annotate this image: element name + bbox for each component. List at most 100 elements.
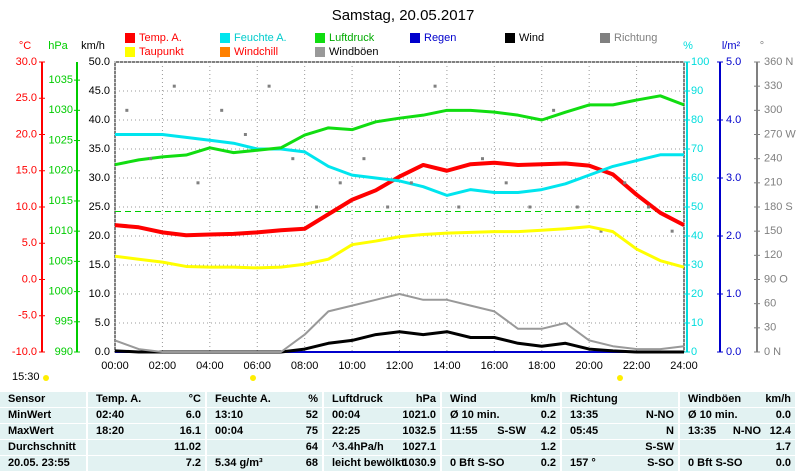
cell-text: 02:40 [96, 409, 125, 421]
series-line [114, 293, 685, 353]
x-tick-label: 06:00 [243, 360, 271, 372]
cell-text: 16.1 [179, 425, 201, 437]
cell-text: 11:55 [450, 425, 478, 437]
cell-text: S-SW [645, 441, 674, 453]
y-tick-label: 20.0 [89, 230, 110, 242]
y-tick-label: 0.0 [95, 346, 110, 358]
cell-text: 11.02 [174, 441, 201, 453]
y-tick-label: 80 [691, 114, 703, 126]
direction-dot [528, 205, 532, 209]
y-tick-label: 10.0 [89, 288, 110, 300]
table-cell [88, 408, 205, 423]
x-tick-label: 10:00 [338, 360, 366, 372]
y-tick-label: 35.0 [89, 143, 110, 155]
y-tick-label: 240 [764, 153, 782, 165]
cell-text: Temp. A. [96, 393, 142, 405]
table-cell [324, 392, 440, 407]
legend-swatch [125, 33, 135, 43]
y-tick-label: 25.0 [16, 92, 37, 104]
y-tick-label: 90 O [764, 273, 788, 285]
y-tick-label: 1015 [49, 195, 73, 207]
y-tick-label: 25.0 [89, 201, 110, 213]
x-tick-label: 20:00 [575, 360, 603, 372]
direction-dot [433, 84, 437, 88]
legend-label: Windböen [329, 46, 379, 58]
y-tick-label: 1020 [49, 165, 73, 177]
cell-text: 00:04 [215, 425, 244, 437]
y-tick-label: 60 [764, 298, 776, 310]
cell-text: N-NO [645, 409, 674, 421]
y-tick-label: 0 [691, 346, 697, 358]
table-cell [442, 408, 560, 423]
legend-swatch [220, 47, 230, 57]
table-cell [0, 440, 86, 455]
table-cell [442, 392, 560, 407]
legend-label: Luftdruck [329, 32, 375, 44]
axis-label: ° [760, 40, 764, 52]
table-cell [562, 440, 678, 455]
y-tick-label: 300 [764, 104, 782, 116]
cell-text: 75 [305, 425, 318, 437]
cell-text: 18:20 [96, 425, 125, 437]
y-tick-label: -10.0 [12, 346, 37, 358]
y-tick-label: -5.0 [18, 310, 37, 322]
direction-dot [149, 157, 153, 161]
table-cell [680, 424, 795, 439]
y-tick-label: 40 [691, 230, 703, 242]
y-tick-label: 210 [764, 177, 782, 189]
cell-text: Durchschnitt [8, 441, 76, 453]
legend-swatch [410, 33, 420, 43]
cell-text: 6.0 [185, 409, 201, 421]
y-tick-label: 30 [764, 322, 776, 334]
cell-text: km/h [765, 393, 791, 405]
axis-label: l/m² [722, 40, 741, 52]
cell-text: 22:25 [332, 425, 361, 437]
sun-marker [617, 375, 623, 381]
table-cell [442, 424, 560, 439]
x-tick-label: 08:00 [291, 360, 319, 372]
legend-swatch [315, 33, 325, 43]
y-tick-label: 1.0 [726, 288, 741, 300]
table-cell [442, 440, 560, 455]
x-tick-label: 14:00 [433, 360, 461, 372]
table-cell [88, 392, 205, 407]
table-cell [562, 392, 678, 407]
cell-text: MinWert [8, 409, 52, 421]
table-cell [562, 424, 678, 439]
y-tick-label: 150 [764, 225, 782, 237]
cell-text: km/h [530, 393, 556, 405]
y-tick-label: 1035 [49, 74, 73, 86]
x-tick-label: 04:00 [196, 360, 224, 372]
x-tick-label: 00:00 [101, 360, 129, 372]
y-tick-label: 40.0 [89, 114, 110, 126]
cell-text: 1032.5 [402, 425, 436, 437]
y-tick-label: 0.0 [726, 346, 741, 358]
y-tick-label: 990 [55, 346, 73, 358]
cell-text: 0 Bft S-SO [450, 457, 505, 469]
legend-label: Feuchte A. [234, 32, 287, 44]
y-tick-label: 50.0 [89, 56, 110, 68]
cell-text: ^3.4hPa/h [332, 441, 384, 453]
cell-text: °C [188, 393, 201, 405]
cell-text: 13:35 [570, 409, 599, 421]
cell-text: Ø 10 min. [450, 409, 500, 421]
cell-text: 0.0 [775, 457, 791, 469]
legend-label: Windchill [234, 46, 278, 58]
legend-label: Regen [424, 32, 456, 44]
y-tick-label: 45.0 [89, 85, 110, 97]
table-cell [88, 424, 205, 439]
y-tick-label: 30 [691, 259, 703, 271]
y-tick-label: 1000 [49, 285, 73, 297]
x-tick-label: 16:00 [481, 360, 509, 372]
direction-dot [599, 229, 603, 233]
legend-label: Temp. A. [139, 32, 182, 44]
direction-dot [267, 84, 271, 88]
cell-text: 68 [305, 457, 318, 469]
cell-text: 0.2 [540, 457, 556, 469]
direction-dot [338, 181, 342, 185]
legend-label: Wind [519, 32, 544, 44]
time-note: 15:30 [12, 371, 40, 383]
direction-dot [409, 181, 413, 185]
y-tick-label: 15.0 [16, 165, 37, 177]
